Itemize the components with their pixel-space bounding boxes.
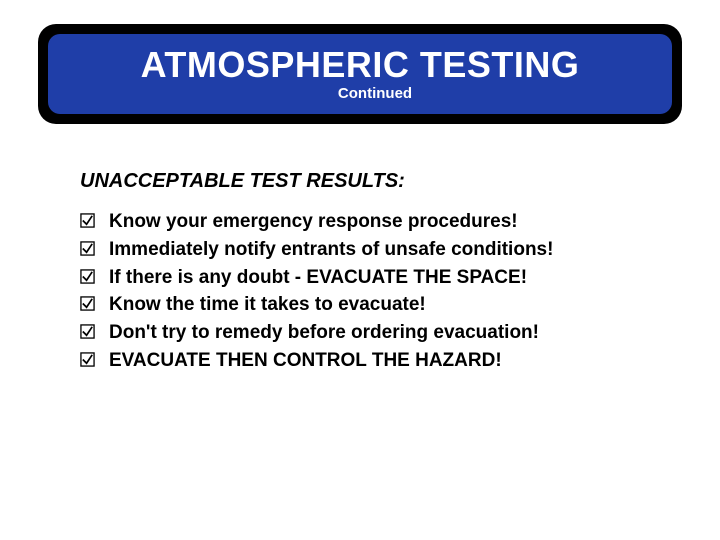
checked-box-icon	[80, 269, 95, 284]
slide-subtitle: Continued	[338, 85, 412, 102]
list-item: Immediately notify entrants of unsafe co…	[80, 238, 660, 262]
checked-box-icon	[80, 324, 95, 339]
header-outer-frame: ATMOSPHERIC TESTING Continued	[38, 24, 682, 124]
list-item: If there is any doubt - EVACUATE THE SPA…	[80, 266, 660, 290]
checked-box-icon	[80, 213, 95, 228]
list-item-text: EVACUATE THEN CONTROL THE HAZARD!	[109, 349, 502, 373]
bullet-list: Know your emergency response procedures!…	[80, 210, 660, 377]
list-item-text: Know the time it takes to evacuate!	[109, 293, 426, 317]
slide-title: ATMOSPHERIC TESTING	[141, 47, 580, 83]
list-item-text: Don't try to remedy before ordering evac…	[109, 321, 539, 345]
list-item-text: Immediately notify entrants of unsafe co…	[109, 238, 553, 262]
list-item-text: Know your emergency response procedures!	[109, 210, 518, 234]
list-item: Know your emergency response procedures!	[80, 210, 660, 234]
list-item-text: If there is any doubt - EVACUATE THE SPA…	[109, 266, 527, 290]
list-item: EVACUATE THEN CONTROL THE HAZARD!	[80, 349, 660, 373]
checked-box-icon	[80, 296, 95, 311]
section-heading: UNACCEPTABLE TEST RESULTS:	[80, 170, 405, 193]
header-inner-panel: ATMOSPHERIC TESTING Continued	[48, 34, 672, 114]
list-item: Don't try to remedy before ordering evac…	[80, 321, 660, 345]
list-item: Know the time it takes to evacuate!	[80, 293, 660, 317]
checked-box-icon	[80, 352, 95, 367]
checked-box-icon	[80, 241, 95, 256]
